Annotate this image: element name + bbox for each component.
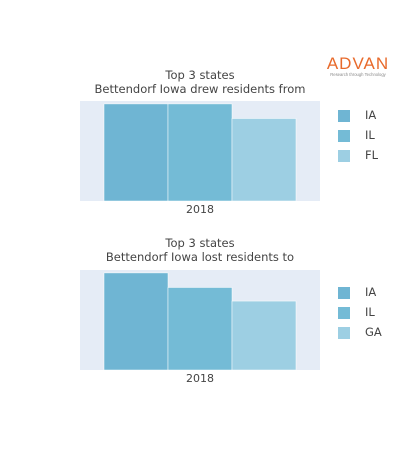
svg-text:Research through Technology: Research through Technology — [330, 72, 386, 77]
bar-il — [167, 103, 233, 201]
chart-2-title: Top 3 states Bettendorf Iowa lost reside… — [80, 236, 320, 264]
chart-1-xtick-label: 2018 — [186, 203, 214, 216]
bar-ia — [103, 103, 169, 201]
legend-label: IL — [365, 128, 375, 142]
legend-swatch — [338, 327, 350, 339]
legend-label: IL — [365, 305, 375, 319]
chart-1-svg — [80, 101, 320, 201]
bar-ia — [103, 272, 169, 370]
legend-swatch — [338, 130, 350, 142]
legend-swatch — [338, 287, 350, 299]
legend-swatch — [338, 150, 350, 162]
bar-fl — [231, 118, 297, 201]
bar-il — [167, 287, 233, 370]
chart-1-title-line2: Bettendorf Iowa drew residents from — [94, 82, 306, 96]
legend-label: IA — [365, 108, 377, 122]
legend-swatch — [338, 307, 350, 319]
bar-ga — [231, 300, 297, 370]
chart-2-title-line1: Top 3 states — [165, 236, 235, 250]
chart-1-plot-area — [80, 101, 320, 201]
svg-text:ADVAN: ADVAN — [327, 54, 389, 73]
chart-2-title-line2: Bettendorf Iowa lost residents to — [105, 250, 295, 264]
advan-logo: ADVAN Research through Technology — [327, 54, 389, 77]
legend-swatch — [338, 110, 350, 122]
legend-label: FL — [365, 148, 379, 162]
chart-1-title: Top 3 states Bettendorf Iowa drew reside… — [80, 68, 320, 96]
chart-2-xtick-label: 2018 — [186, 372, 214, 385]
chart-2-svg — [80, 270, 320, 370]
legend-label: IA — [365, 285, 377, 299]
chart-1-title-line1: Top 3 states — [165, 68, 235, 82]
chart-2-plot-area — [80, 270, 320, 370]
legend-label: GA — [365, 325, 382, 339]
